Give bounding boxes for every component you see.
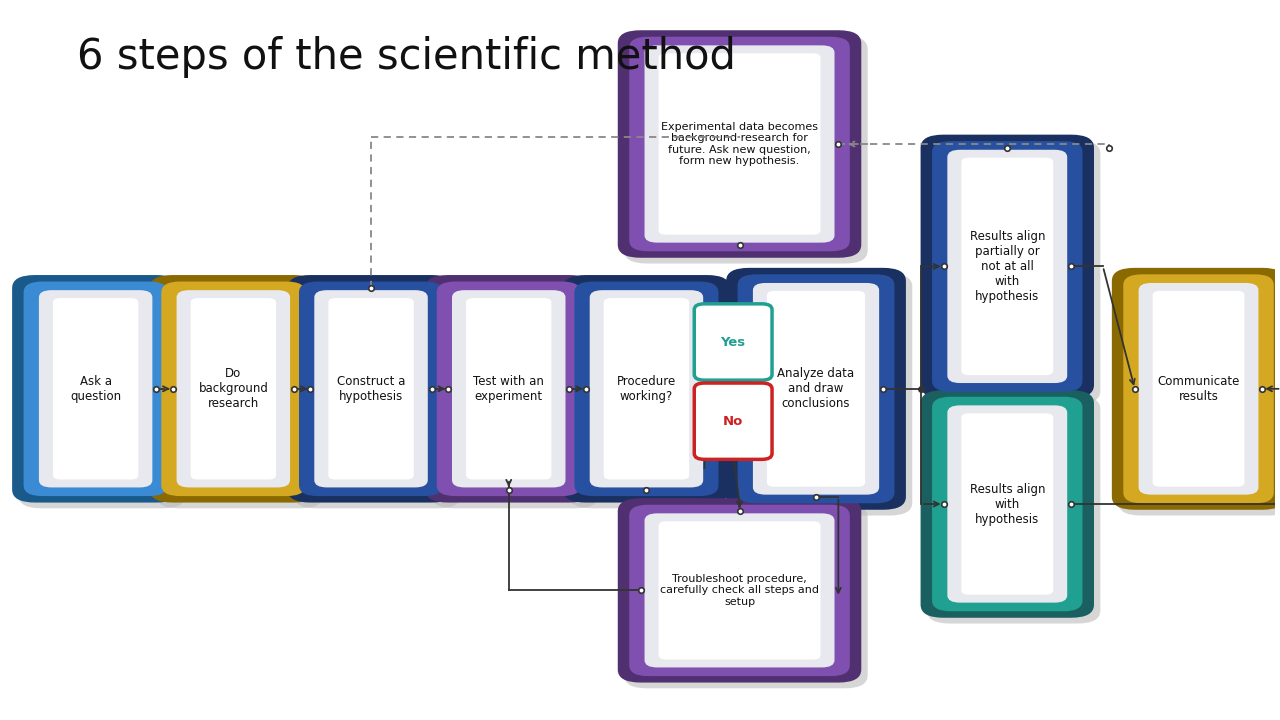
FancyBboxPatch shape [625, 504, 868, 688]
FancyBboxPatch shape [575, 282, 718, 496]
Text: Analyze data
and draw
conclusions: Analyze data and draw conclusions [777, 367, 855, 410]
FancyBboxPatch shape [425, 275, 593, 503]
FancyBboxPatch shape [466, 298, 552, 480]
FancyBboxPatch shape [694, 383, 772, 459]
FancyBboxPatch shape [932, 397, 1083, 611]
FancyBboxPatch shape [570, 281, 736, 508]
FancyBboxPatch shape [1112, 268, 1280, 510]
FancyBboxPatch shape [191, 298, 276, 480]
Text: Experimental data becomes
background research for
future. Ask new question,
form: Experimental data becomes background res… [660, 122, 818, 166]
FancyBboxPatch shape [436, 282, 581, 496]
FancyBboxPatch shape [961, 158, 1053, 375]
FancyBboxPatch shape [767, 291, 865, 487]
FancyBboxPatch shape [452, 290, 566, 487]
Text: 6 steps of the scientific method: 6 steps of the scientific method [77, 36, 736, 78]
Text: Construct a
hypothesis: Construct a hypothesis [337, 375, 406, 402]
FancyBboxPatch shape [732, 274, 913, 516]
Text: Results align
with
hypothesis: Results align with hypothesis [969, 482, 1044, 526]
FancyBboxPatch shape [1152, 291, 1244, 487]
Text: Results align
partially or
not at all
with
hypothesis: Results align partially or not at all wi… [969, 230, 1044, 303]
FancyBboxPatch shape [604, 298, 689, 480]
FancyBboxPatch shape [177, 290, 291, 487]
FancyBboxPatch shape [645, 45, 835, 243]
FancyBboxPatch shape [920, 390, 1094, 618]
FancyBboxPatch shape [161, 282, 306, 496]
FancyBboxPatch shape [947, 150, 1068, 383]
Text: Procedure
working?: Procedure working? [617, 375, 676, 402]
FancyBboxPatch shape [625, 36, 868, 264]
FancyBboxPatch shape [1124, 274, 1274, 503]
FancyBboxPatch shape [630, 37, 850, 251]
FancyBboxPatch shape [329, 298, 413, 480]
Text: Yes: Yes [721, 336, 746, 348]
FancyBboxPatch shape [726, 268, 906, 510]
FancyBboxPatch shape [753, 283, 879, 495]
Text: Troubleshoot procedure,
carefully check all steps and
setup: Troubleshoot procedure, carefully check … [660, 574, 819, 607]
FancyBboxPatch shape [23, 282, 168, 496]
FancyBboxPatch shape [920, 135, 1094, 398]
FancyBboxPatch shape [590, 290, 703, 487]
FancyBboxPatch shape [618, 30, 861, 258]
FancyBboxPatch shape [563, 275, 730, 503]
FancyBboxPatch shape [737, 274, 895, 503]
FancyBboxPatch shape [658, 53, 820, 235]
FancyBboxPatch shape [38, 290, 152, 487]
FancyBboxPatch shape [300, 282, 443, 496]
FancyBboxPatch shape [927, 140, 1101, 404]
FancyBboxPatch shape [1139, 283, 1258, 495]
FancyBboxPatch shape [52, 298, 138, 480]
FancyBboxPatch shape [12, 275, 179, 503]
Text: Test with an
experiment: Test with an experiment [474, 375, 544, 402]
FancyBboxPatch shape [431, 281, 599, 508]
FancyBboxPatch shape [1119, 274, 1280, 516]
Text: No: No [723, 415, 744, 428]
FancyBboxPatch shape [315, 290, 428, 487]
FancyBboxPatch shape [18, 281, 186, 508]
FancyBboxPatch shape [694, 304, 772, 380]
FancyBboxPatch shape [150, 275, 317, 503]
FancyBboxPatch shape [947, 405, 1068, 603]
FancyBboxPatch shape [961, 413, 1053, 595]
FancyBboxPatch shape [658, 521, 820, 660]
FancyBboxPatch shape [294, 281, 461, 508]
FancyBboxPatch shape [288, 275, 454, 503]
FancyBboxPatch shape [156, 281, 324, 508]
Text: Do
background
research: Do background research [198, 367, 269, 410]
FancyBboxPatch shape [927, 396, 1101, 624]
Text: Communicate
results: Communicate results [1157, 375, 1240, 402]
FancyBboxPatch shape [932, 141, 1083, 392]
FancyBboxPatch shape [618, 498, 861, 683]
FancyBboxPatch shape [645, 513, 835, 667]
Text: Ask a
question: Ask a question [70, 375, 122, 402]
FancyBboxPatch shape [630, 505, 850, 676]
